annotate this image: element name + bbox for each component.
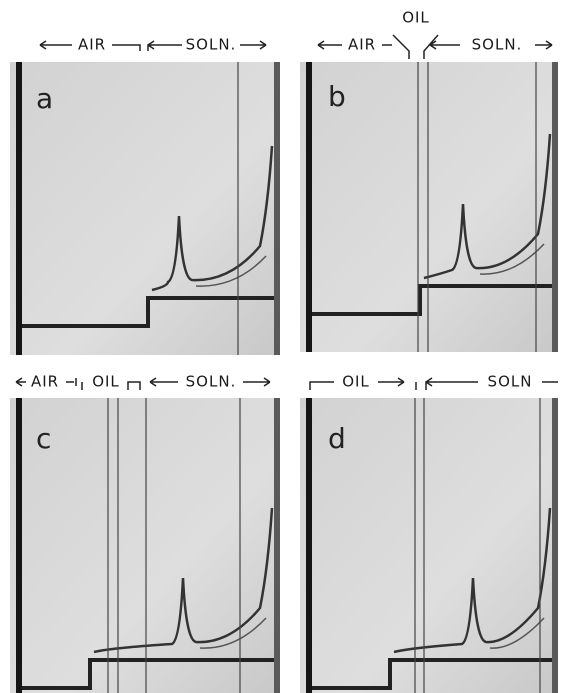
header-text: AIR [31,373,59,391]
right-edge [552,398,558,693]
panel-label: a [36,82,53,115]
arrow [39,40,141,51]
refractive-trace [479,243,545,275]
refractive-trace [199,617,267,649]
right-edge [552,62,558,352]
arrow [15,377,271,390]
header-text: AIR [348,36,376,54]
panels [10,62,558,693]
cell-wall [16,398,22,693]
header-text: SOLN [488,373,533,391]
panel-label: b [328,80,346,113]
refractive-trace [93,507,274,654]
refractive-trace [423,133,552,280]
baseline-trace [22,296,280,328]
header-b: OIL AIR SOLN. [317,9,553,59]
cell-wall [16,62,22,355]
header-text: SOLN. [186,373,237,391]
header-c: AIR OIL SOLN. [15,373,271,391]
arrow [317,34,553,59]
header-text: AIR [78,36,106,54]
arrow [309,377,558,390]
header-text: SOLN. [472,36,523,54]
header-text: OIL [402,9,430,27]
arrow [147,40,267,51]
panel-label: d [328,422,346,455]
right-edge [274,398,280,693]
baseline-trace [312,284,558,316]
cell-wall [306,398,312,693]
photo-panel [300,62,558,352]
baseline-trace [22,658,280,690]
photo-panel [10,62,280,355]
cell-wall [306,62,312,352]
panel-label: c [36,422,51,455]
refractive-trace [195,255,267,287]
header-text: OIL [342,373,370,391]
header-a: AIR SOLN. [39,36,267,54]
baseline-trace [312,658,558,690]
photo-panel [300,398,558,693]
header-text: SOLN. [186,36,237,54]
refractive-trace [393,507,552,654]
photo-panel [10,398,280,693]
header-text: OIL [92,373,120,391]
header-d: OIL SOLN [309,373,558,391]
refractive-trace [489,617,545,649]
refractive-trace [151,145,274,292]
right-edge [274,62,280,355]
